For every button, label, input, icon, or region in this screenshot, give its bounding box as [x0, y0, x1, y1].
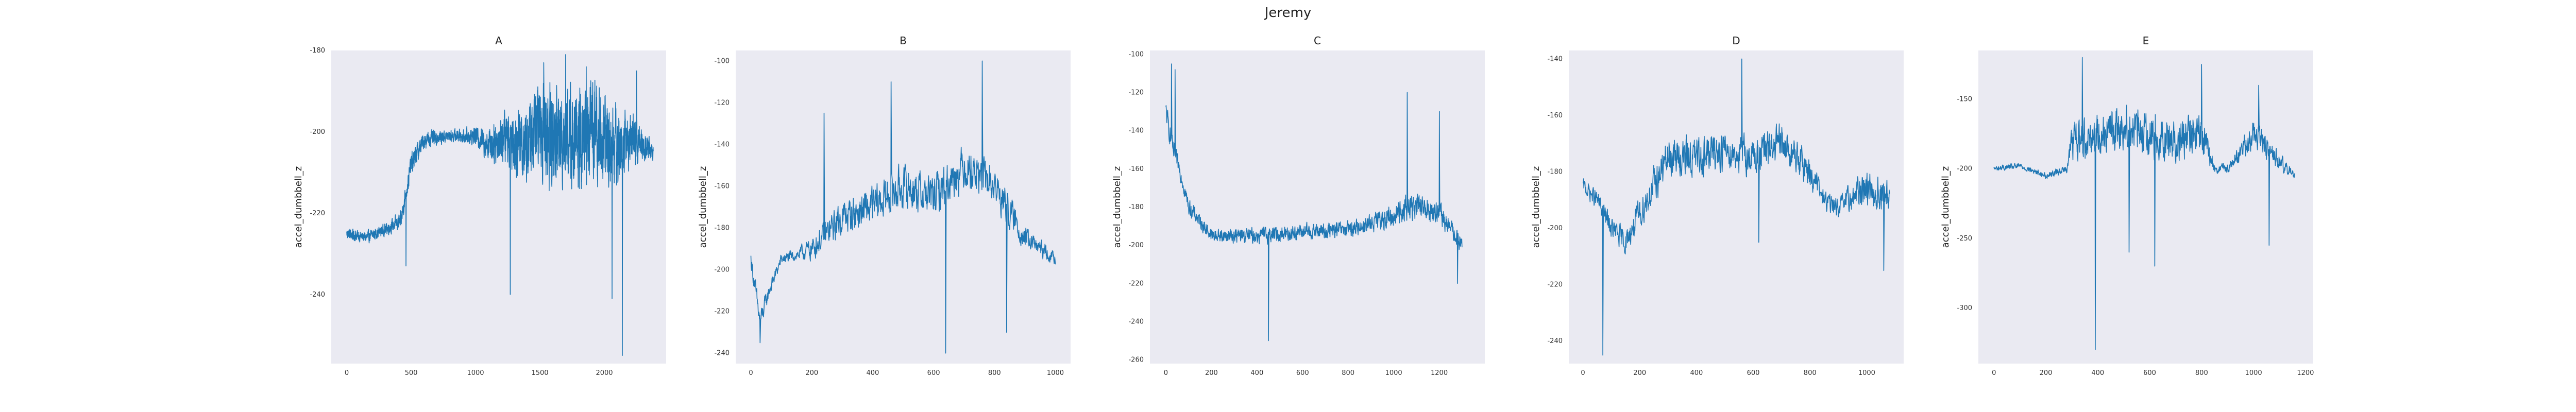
y-tick-label: -220 — [310, 210, 325, 217]
y-axis-label: accel_dumbbell_z — [293, 166, 304, 248]
y-tick-label: -260 — [1128, 356, 1144, 364]
y-tick-label: -200 — [1128, 242, 1144, 249]
series-line-accel-dumbbell-z — [1582, 58, 1890, 356]
x-tick-label: 200 — [1633, 369, 1646, 377]
x-tick-label: 0 — [1992, 369, 1996, 377]
x-tick-label: 400 — [1690, 369, 1703, 377]
x-tick-label: 1000 — [467, 369, 484, 377]
y-tick-label: -300 — [1957, 304, 1972, 312]
plot-area — [331, 50, 666, 364]
y-tick-label: -200 — [310, 128, 325, 136]
y-tick-label: -100 — [714, 57, 730, 65]
x-tick-label: 1000 — [2245, 369, 2262, 377]
x-tick-label: 600 — [2143, 369, 2156, 377]
x-tick-label: 800 — [988, 369, 1001, 377]
y-tick-label: -200 — [714, 266, 730, 274]
x-tick-label: 600 — [1296, 369, 1309, 377]
x-tick-label: 1000 — [1858, 369, 1875, 377]
y-axis-label: accel_dumbbell_z — [1531, 166, 1541, 248]
series-line-accel-dumbbell-z — [750, 60, 1056, 354]
x-tick-label: 1000 — [1047, 369, 1064, 377]
y-tick-label: -240 — [1547, 337, 1563, 345]
x-tick-label: 1200 — [2297, 369, 2314, 377]
y-tick-label: -220 — [714, 308, 730, 316]
plot-area — [1978, 50, 2313, 364]
x-tick-label: 0 — [345, 369, 349, 377]
subplot-title: E — [2143, 35, 2149, 47]
x-tick-label: 400 — [866, 369, 879, 377]
x-tick-label: 200 — [805, 369, 818, 377]
y-tick-label: -160 — [1547, 112, 1563, 119]
subplot-title: C — [1314, 35, 1321, 47]
subplot-title: A — [495, 35, 502, 47]
y-tick-label: -180 — [1128, 203, 1144, 211]
series-line-accel-dumbbell-z — [1993, 57, 2296, 350]
plot-area — [1150, 50, 1485, 364]
y-tick-label: -220 — [1128, 280, 1144, 287]
y-tick-label: -140 — [1128, 127, 1144, 135]
x-tick-label: 600 — [927, 369, 940, 377]
y-tick-label: -140 — [1547, 55, 1563, 63]
y-tick-label: -200 — [1547, 225, 1563, 232]
y-tick-label: -120 — [1128, 89, 1144, 97]
series-line-accel-dumbbell-z — [1165, 63, 1463, 341]
y-tick-label: -240 — [1128, 318, 1144, 325]
y-tick-label: -120 — [714, 99, 730, 107]
y-tick-label: -200 — [1957, 165, 1972, 173]
x-tick-label: 1500 — [531, 369, 548, 377]
x-tick-label: 400 — [2091, 369, 2104, 377]
y-tick-label: -220 — [1547, 281, 1563, 289]
y-tick-label: -100 — [1128, 50, 1144, 58]
figure-title: Jeremy — [1264, 5, 1312, 21]
x-tick-label: 2000 — [596, 369, 613, 377]
x-tick-label: 800 — [2195, 369, 2208, 377]
y-tick-label: -250 — [1957, 235, 1972, 243]
x-tick-label: 500 — [405, 369, 418, 377]
y-axis-label: accel_dumbbell_z — [1940, 166, 1951, 248]
y-tick-label: -180 — [1547, 168, 1563, 176]
x-tick-label: 800 — [1804, 369, 1817, 377]
y-tick-label: -160 — [714, 182, 730, 190]
y-axis-label: accel_dumbbell_z — [1112, 166, 1123, 248]
y-tick-label: -140 — [714, 141, 730, 148]
y-tick-label: -240 — [714, 350, 730, 357]
subplot-title: B — [900, 35, 907, 47]
y-tick-label: -180 — [714, 225, 730, 232]
y-tick-label: -240 — [310, 291, 325, 299]
x-tick-label: 0 — [749, 369, 753, 377]
y-tick-label: -150 — [1957, 96, 1972, 104]
x-tick-label: 200 — [1205, 369, 1218, 377]
x-tick-label: 1000 — [1385, 369, 1402, 377]
x-tick-label: 0 — [1581, 369, 1585, 377]
x-tick-label: 800 — [1342, 369, 1354, 377]
x-tick-label: 600 — [1747, 369, 1760, 377]
x-tick-label: 400 — [1250, 369, 1263, 377]
y-axis-label: accel_dumbbell_z — [698, 166, 708, 248]
series-line-accel-dumbbell-z — [346, 54, 654, 356]
plot-area — [1569, 50, 1904, 364]
subplot-title: D — [1732, 35, 1740, 47]
x-tick-label: 1200 — [1431, 369, 1448, 377]
y-tick-label: -180 — [310, 47, 325, 55]
x-tick-label: 200 — [2040, 369, 2053, 377]
y-tick-label: -160 — [1128, 165, 1144, 173]
x-tick-label: 0 — [1164, 369, 1168, 377]
